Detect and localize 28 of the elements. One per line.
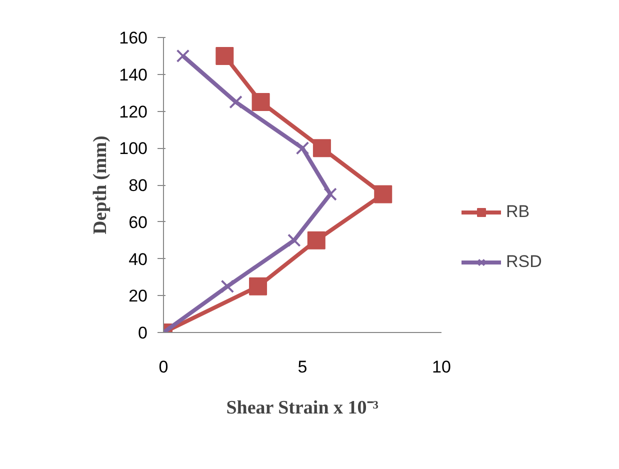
y-tick-label: 20	[128, 286, 148, 306]
x-tick-label: 10	[432, 358, 451, 376]
point	[216, 46, 234, 65]
legend-label: RB	[506, 202, 530, 222]
y-tick-label: 60	[128, 212, 148, 232]
point	[312, 139, 331, 158]
y-tick-label: 140	[119, 65, 148, 84]
point	[296, 141, 310, 155]
y-tick-label: 100	[119, 139, 148, 158]
y-axis-title: Depth (mm)	[90, 136, 112, 234]
point	[374, 185, 392, 204]
point	[252, 93, 270, 112]
point	[249, 277, 268, 296]
point	[229, 95, 242, 109]
point	[288, 234, 301, 247]
point	[307, 231, 326, 250]
point	[324, 188, 337, 201]
y-tick-label: 160	[119, 28, 148, 48]
x-tick-label: 5	[298, 358, 308, 376]
legend-label: RSD	[506, 252, 542, 272]
y-tick-label: 0	[138, 324, 148, 342]
point	[220, 280, 234, 294]
point	[176, 49, 190, 63]
y-tick-label: 40	[128, 250, 148, 269]
x-axis-title: Shear Strain x 10⁻³	[226, 398, 379, 418]
y-tick-label: 120	[119, 102, 148, 122]
y-tick-label: 80	[128, 176, 148, 195]
x-tick-label: 0	[158, 358, 168, 376]
